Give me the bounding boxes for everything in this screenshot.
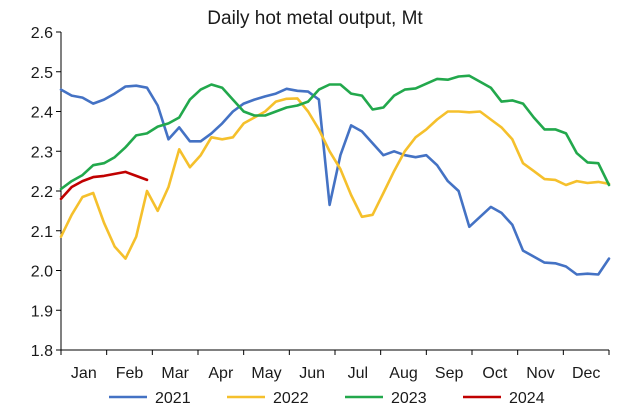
- legend-label-2023: 2023: [391, 390, 427, 407]
- y-tick-label: 2.1: [31, 224, 53, 241]
- x-tick-label: Jan: [71, 365, 97, 382]
- series-lines: [59, 74, 611, 276]
- x-tick-label: Jul: [348, 365, 368, 382]
- y-tick-label: 1.9: [31, 303, 53, 320]
- legend-label-2022: 2022: [273, 390, 309, 407]
- x-axis-ticks: Jan Feb Mar Apr May Jun Jul Aug Sep Oct Nov Dec: [60, 350, 610, 382]
- x-tick-label: Aug: [389, 365, 417, 382]
- y-tick-label: 2.5: [31, 65, 53, 82]
- x-tick-label: Feb: [116, 365, 144, 382]
- x-tick-label: Nov: [526, 365, 554, 382]
- x-tick-label: Jun: [299, 365, 325, 382]
- series-line-2021: [59, 84, 611, 276]
- series-line-2023: [59, 74, 611, 191]
- x-tick-label: Sep: [435, 365, 464, 382]
- legend: 2021 2022 2023 2024: [109, 390, 545, 407]
- x-tick-label: Oct: [482, 365, 507, 382]
- x-tick-label: May: [251, 365, 281, 382]
- y-tick-label: 2.2: [31, 184, 53, 201]
- chart-title: Daily hot metal output, Mt: [207, 8, 423, 29]
- y-tick-label: 2.4: [31, 105, 53, 122]
- x-tick-label: Mar: [161, 365, 189, 382]
- x-tick-label: Apr: [208, 365, 234, 382]
- y-axis-ticks: 1.8 1.9 2.0 2.1 2.2 2.3 2.4 2.5 2.6: [31, 25, 61, 360]
- series-line-2024: [59, 170, 149, 201]
- legend-label-2021: 2021: [155, 390, 191, 407]
- y-tick-label: 2.3: [31, 144, 53, 161]
- y-tick-label: 1.8: [31, 343, 53, 360]
- y-tick-label: 2.0: [31, 264, 53, 281]
- x-tick-label: Dec: [572, 365, 600, 382]
- y-tick-label: 2.6: [31, 25, 53, 42]
- legend-label-2024: 2024: [509, 390, 545, 407]
- series-line-2022: [59, 97, 611, 260]
